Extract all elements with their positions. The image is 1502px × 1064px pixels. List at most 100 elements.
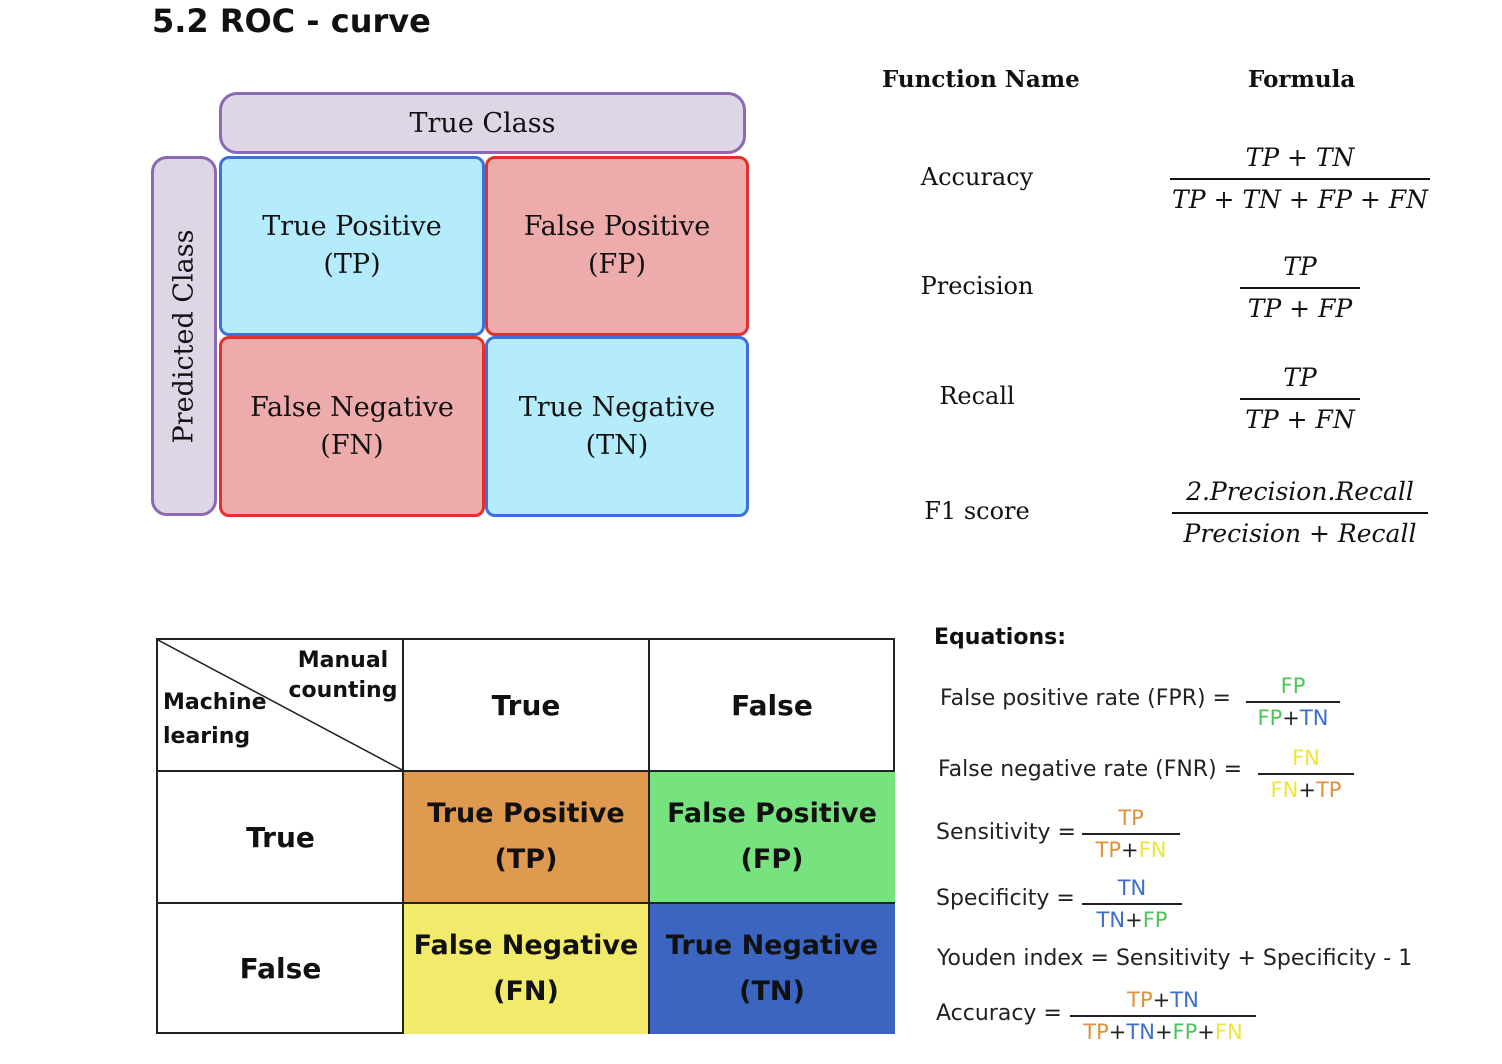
fraction-bar bbox=[1170, 178, 1430, 180]
formula-denominator: TP + TN + FP + FN bbox=[1172, 185, 1428, 214]
equation-term: TP bbox=[1127, 988, 1153, 1012]
fraction-numerator: FN bbox=[1289, 744, 1323, 772]
equation-term: + bbox=[1197, 1020, 1215, 1044]
formula-denominator: TP + FP bbox=[1247, 294, 1353, 323]
equation-term: TN bbox=[1170, 988, 1199, 1012]
equation-term: TP bbox=[1095, 838, 1122, 862]
function-name-precision: Precision bbox=[920, 272, 1034, 300]
grid-line bbox=[158, 770, 895, 772]
cell-label: False Positive bbox=[667, 798, 877, 829]
corner-diagonal bbox=[158, 640, 404, 771]
cell-abbrev: (TP) bbox=[494, 844, 558, 875]
formula-accuracy: TP + TN TP + TN + FP + FN bbox=[1170, 142, 1430, 216]
fraction-bar bbox=[1070, 1015, 1256, 1017]
equation-term: FN bbox=[1138, 838, 1167, 862]
formula-numerator: TP + TN bbox=[1245, 143, 1355, 172]
fraction-denominator: TP+FN bbox=[1093, 836, 1170, 864]
fraction-bar bbox=[1172, 512, 1428, 514]
grid-line bbox=[158, 902, 895, 904]
cell-label: True Positive bbox=[262, 211, 442, 242]
equation-term: TN bbox=[1299, 706, 1329, 730]
column-header-true: True bbox=[491, 689, 561, 722]
fraction-denominator: TN+FP bbox=[1094, 906, 1171, 934]
fnr-label: False negative rate (FNR) = bbox=[938, 757, 1243, 782]
corner-header-machine-learing: Machine learing bbox=[163, 686, 267, 754]
fraction-numerator: FP bbox=[1278, 672, 1309, 700]
cell-abbrev: (FP) bbox=[740, 844, 804, 875]
equation-term: + bbox=[1282, 706, 1300, 730]
fraction-denominator: FN+TP bbox=[1268, 776, 1345, 804]
fraction-bar bbox=[1258, 773, 1354, 775]
formula-numerator: 2.Precision.Recall bbox=[1186, 477, 1414, 506]
formula-denominator: Precision + Recall bbox=[1183, 519, 1417, 548]
formula-numerator: TP bbox=[1283, 363, 1317, 392]
function-name-accuracy: Accuracy bbox=[920, 163, 1034, 191]
fraction-bar bbox=[1246, 701, 1340, 703]
cell-abbrev: (FN) bbox=[493, 975, 559, 1007]
specificity-fraction: TN TN+FP bbox=[1082, 874, 1182, 934]
accuracy-fraction: TP+TN TP+TN+FP+FN bbox=[1070, 986, 1256, 1046]
equation-term: + bbox=[1298, 778, 1316, 802]
cell-true-negative: True Negative (TN) bbox=[485, 336, 749, 517]
row-header-true: True bbox=[246, 820, 315, 854]
row-header-false: False bbox=[239, 952, 322, 985]
corner-text: Manual bbox=[297, 648, 389, 673]
equation-term: + bbox=[1152, 988, 1171, 1012]
fraction-bar bbox=[1082, 833, 1180, 835]
corner-text: learing bbox=[163, 724, 251, 749]
function-name-header: Function Name bbox=[882, 66, 1080, 93]
function-name-f1-score: F1 score bbox=[924, 497, 1030, 525]
formula-recall: TP TP + FN bbox=[1240, 362, 1360, 436]
fraction-numerator: TN bbox=[1115, 874, 1150, 902]
cell-label: False Negative bbox=[413, 929, 639, 961]
fraction-numerator: TP bbox=[1115, 804, 1147, 832]
fraction-bar bbox=[1240, 398, 1360, 400]
fnr-fraction: FN FN+TP bbox=[1258, 744, 1354, 804]
fpr-fraction: FP FP+TN bbox=[1246, 672, 1340, 732]
formula-f1-score: 2.Precision.Recall Precision + Recall bbox=[1172, 476, 1428, 550]
cell-label: True Negative bbox=[665, 929, 879, 961]
accuracy-label: Accuracy = bbox=[936, 1001, 1062, 1026]
equation-term: TN bbox=[1096, 908, 1126, 932]
cell-false-positive: False Positive (FP) bbox=[485, 156, 749, 336]
equation-term: + bbox=[1121, 838, 1139, 862]
corner-text: counting bbox=[288, 678, 398, 703]
equation-term: FN bbox=[1214, 1020, 1243, 1044]
fraction-denominator: FP+TN bbox=[1255, 704, 1332, 732]
equation-term: TP bbox=[1083, 1020, 1109, 1044]
fraction-bar bbox=[1082, 903, 1182, 905]
grid-line bbox=[648, 640, 650, 1034]
equation-term: FN bbox=[1270, 778, 1299, 802]
formula-denominator: TP + FN bbox=[1245, 405, 1355, 434]
true-class-header: True Class bbox=[219, 92, 746, 154]
equation-term: TP bbox=[1118, 806, 1144, 830]
equations-title: Equations: bbox=[934, 625, 1067, 650]
cell-true-positive: True Positive (TP) bbox=[219, 156, 485, 336]
column-header-false: False bbox=[731, 689, 813, 722]
formula-header: Formula bbox=[1248, 66, 1356, 93]
matrix-cell-true-negative: True Negative (TN) bbox=[649, 903, 895, 1034]
sensitivity-label: Sensitivity = bbox=[936, 820, 1076, 845]
predicted-class-label: Predicted Class bbox=[168, 229, 200, 443]
cell-abbrev: (FN) bbox=[320, 429, 384, 461]
fraction-numerator: TP+TN bbox=[1124, 986, 1202, 1014]
matrix-cell-true-positive: True Positive (TP) bbox=[403, 771, 649, 903]
equation-term: FP bbox=[1257, 706, 1283, 730]
fpr-label: False positive rate (FPR) = bbox=[940, 686, 1231, 711]
equation-term: TP bbox=[1315, 778, 1342, 802]
cell-abbrev: (FP) bbox=[588, 249, 646, 280]
sensitivity-fraction: TP TP+FN bbox=[1082, 804, 1180, 864]
fraction-bar bbox=[1240, 287, 1360, 289]
equation-term: FN bbox=[1292, 746, 1320, 770]
equation-term: FP bbox=[1142, 908, 1168, 932]
specificity-label: Specificity = bbox=[936, 886, 1075, 911]
formula-numerator: TP bbox=[1283, 252, 1317, 281]
corner-header-manual-counting: Manual counting bbox=[282, 646, 404, 706]
corner-text: Machine bbox=[163, 690, 267, 715]
predicted-class-header: Predicted Class bbox=[151, 156, 217, 516]
cell-false-negative: False Negative (FN) bbox=[219, 336, 485, 517]
cell-label: True Negative bbox=[518, 391, 716, 423]
cell-abbrev: (TN) bbox=[585, 429, 649, 461]
equation-term: + bbox=[1154, 1020, 1173, 1044]
cell-abbrev: (TN) bbox=[739, 975, 805, 1007]
